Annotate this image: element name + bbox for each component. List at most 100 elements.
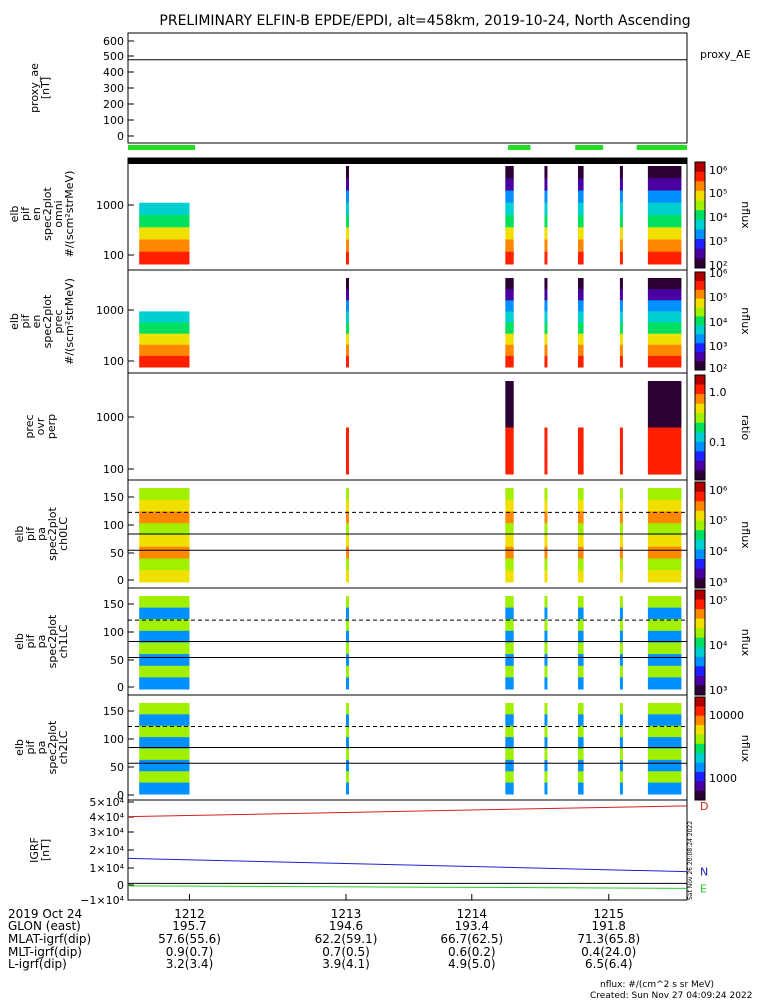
spectrogram-cell — [139, 771, 190, 784]
spectrogram-cell — [577, 289, 584, 301]
y-tick-label: 100 — [103, 519, 124, 532]
colorbar-segment — [695, 743, 705, 754]
spectrogram-cell — [619, 178, 623, 191]
spectrogram-cell — [346, 462, 350, 475]
figure-title: PRELIMINARY ELFIN-B EPDE/EPDI, alt=458km… — [159, 13, 690, 29]
spectrogram-cell — [619, 771, 623, 784]
spectrogram-cell — [647, 251, 682, 265]
spectrogram-cell — [647, 714, 682, 727]
spectrogram-cell — [544, 619, 548, 632]
spectrogram-cell — [577, 654, 584, 667]
spectrogram-cell — [577, 227, 584, 240]
spectrogram-cell — [577, 782, 584, 795]
spectrogram-cell — [139, 499, 190, 512]
spectrogram-cell — [619, 570, 623, 583]
spectrogram-cell — [505, 677, 514, 690]
y-axis-label: perp — [45, 414, 58, 439]
spectrogram-cell — [346, 677, 350, 690]
colorbar-segment — [695, 248, 705, 259]
spectrogram-cell — [505, 415, 514, 428]
spectrogram-cell — [577, 748, 584, 761]
science-zone-bar — [128, 145, 196, 150]
colorbar-segment — [695, 628, 705, 639]
spectrogram-cell — [346, 450, 350, 463]
spectrogram-cell — [619, 499, 623, 512]
spectrogram-cell — [505, 642, 514, 655]
spectrogram-cell — [619, 782, 623, 795]
spectrogram-cell — [647, 450, 682, 463]
y-axis-label: elb — [8, 313, 21, 330]
spectrogram-cell — [647, 227, 682, 240]
colorbar-segment — [695, 181, 705, 192]
spectrogram-cell — [505, 759, 514, 772]
colorbar-segment — [695, 771, 705, 782]
spectrogram-cell — [346, 642, 350, 655]
spectrogram-cell — [577, 190, 584, 204]
y-axis-label: en — [30, 207, 43, 221]
spectrogram-cell — [647, 596, 682, 609]
colorbar-segment — [695, 316, 705, 326]
spectrogram-cell — [505, 737, 514, 749]
spectrogram-cell — [346, 439, 350, 452]
y-axis-label: elb — [13, 633, 26, 650]
colorbar-segment — [695, 394, 705, 405]
colorbar-segment — [695, 375, 705, 386]
spectrogram-cell — [544, 227, 548, 240]
colorbar-tick-label: 10² — [709, 362, 727, 375]
spectrogram-cell — [505, 322, 514, 335]
spectrogram-cell — [346, 300, 350, 312]
spectrogram-cell — [577, 333, 584, 346]
spectrogram-cell — [346, 511, 350, 524]
spectrogram-cell — [619, 748, 623, 761]
colorbar-segment — [695, 647, 705, 658]
y-tick-label: 200 — [103, 98, 124, 111]
colorbar-segment — [695, 491, 705, 502]
x-row-label: MLAT-igrf(dip) — [8, 932, 91, 946]
colorbar-segment — [695, 289, 705, 300]
y-axis-label: ch0LC — [57, 517, 70, 551]
spectrogram-cell — [346, 748, 350, 761]
y-tick-label: 1×10⁴ — [89, 862, 124, 875]
spectrogram-cell — [577, 239, 584, 253]
colorbar-tick-label: 10² — [709, 259, 727, 272]
spectrogram-cell — [647, 215, 682, 228]
spectrogram-cell — [619, 511, 623, 524]
side-timestamp: Sat Nov 26 20:08:24 2022 — [687, 821, 694, 900]
panel-frame — [127, 269, 688, 374]
spectrogram-cell — [619, 630, 623, 643]
colorbar-segment — [695, 781, 705, 792]
spectrogram-cell — [346, 178, 350, 191]
colorbar-segment — [695, 790, 705, 801]
colorbar-segment — [695, 590, 705, 601]
spectrogram-cell — [544, 427, 548, 440]
colorbar-segment — [695, 753, 705, 764]
spectrogram-cell — [346, 535, 350, 548]
spectrogram-cell — [139, 782, 190, 795]
colorbar-tick-label: 1000 — [709, 772, 737, 785]
spectrogram-cell — [505, 381, 514, 394]
spectrogram-cell — [505, 355, 514, 368]
spectrogram-cell — [505, 654, 514, 667]
spectrogram-cell — [577, 771, 584, 784]
spectrogram-cell — [346, 596, 350, 609]
x-tick-label: 0.9(0.7) — [166, 945, 214, 959]
spectrogram-cell — [577, 300, 584, 312]
spectrogram-cell — [647, 782, 682, 795]
spectrogram-cell — [139, 596, 190, 609]
spectrogram-cell — [647, 570, 682, 583]
y-axis-label: spec2plot — [46, 720, 59, 774]
spectrogram-cell — [505, 523, 514, 536]
spectrogram-cell — [505, 311, 514, 323]
spectrogram-cell — [577, 546, 584, 559]
x-tick-label: 1214 — [457, 907, 488, 921]
spectrogram-cell — [139, 737, 190, 749]
spectrogram-cell — [544, 311, 548, 323]
colorbar-segment — [695, 190, 705, 202]
spectrogram-cell — [577, 178, 584, 191]
spectrogram-cell — [647, 546, 682, 559]
colorbar-tick-label: 10000 — [709, 709, 744, 722]
y-tick-label: 150 — [103, 705, 124, 718]
